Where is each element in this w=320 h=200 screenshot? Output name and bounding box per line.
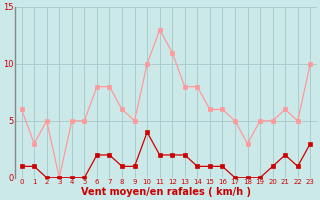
- X-axis label: Vent moyen/en rafales ( km/h ): Vent moyen/en rafales ( km/h ): [81, 187, 251, 197]
